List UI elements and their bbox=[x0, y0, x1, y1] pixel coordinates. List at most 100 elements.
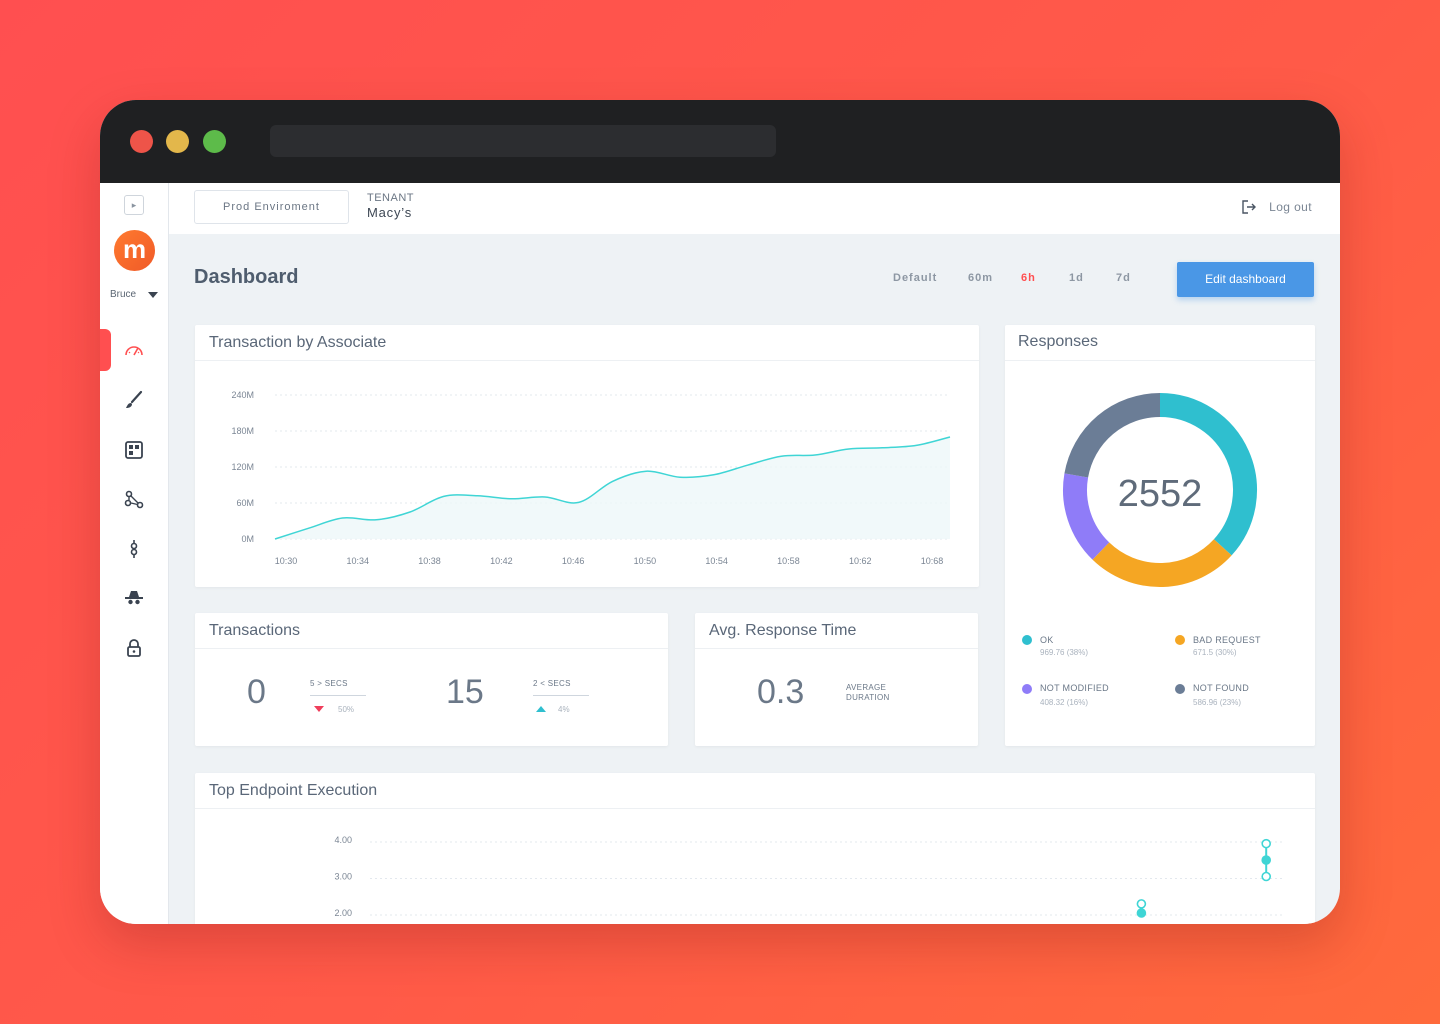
logout-link[interactable]: Log out bbox=[1269, 200, 1312, 214]
y-tick-label: 180M bbox=[231, 426, 254, 436]
donut-slice-not-found bbox=[1064, 393, 1161, 478]
logout-icon[interactable] bbox=[1240, 198, 1258, 216]
transactions-card: Transactions 0 5 > SECS 50% 15 2 < SECS … bbox=[195, 613, 668, 746]
trend-down-icon bbox=[314, 706, 324, 712]
divider bbox=[195, 808, 1315, 809]
x-tick-label: 10:62 bbox=[849, 556, 872, 566]
expand-sidebar-button[interactable]: ▸ bbox=[124, 195, 144, 215]
legend-bad-request-label: BAD REQUEST bbox=[1193, 635, 1261, 645]
range-1d[interactable]: 1d bbox=[1069, 272, 1084, 284]
y-tick-label: 3.00 bbox=[334, 872, 352, 882]
legend-not-modified-dot bbox=[1022, 684, 1032, 694]
sidebar-item-design[interactable] bbox=[122, 388, 146, 412]
divider bbox=[310, 695, 366, 696]
tenant-label: TENANT bbox=[367, 192, 414, 204]
sidebar-item-security[interactable] bbox=[122, 636, 146, 660]
avg-response-card: Avg. Response Time 0.3 AVERAGE DURATION bbox=[695, 613, 978, 746]
environment-selector[interactable]: Prod Enviroment bbox=[194, 190, 349, 224]
card-title: Top Endpoint Execution bbox=[209, 782, 378, 799]
y-tick-label: 60M bbox=[236, 498, 254, 508]
transactions-fast-value: 15 bbox=[446, 673, 484, 711]
data-point bbox=[1136, 899, 1147, 909]
avatar[interactable]: m bbox=[114, 230, 155, 271]
chevron-down-icon[interactable] bbox=[148, 292, 158, 298]
y-tick-label: 120M bbox=[231, 462, 254, 472]
data-point bbox=[1261, 855, 1271, 865]
series-line bbox=[274, 436, 951, 540]
maximize-window-button[interactable] bbox=[203, 130, 226, 153]
area-fill bbox=[275, 437, 950, 539]
transaction-line-chart: 240M 180M 120M 60M 0M 10:30 10:34 10:38 10:42 10:… bbox=[231, 390, 951, 566]
range-default[interactable]: Default bbox=[893, 272, 938, 284]
legend-ok-label: OK bbox=[1040, 635, 1054, 645]
divider bbox=[695, 648, 978, 649]
sidebar-item-dashboard[interactable] bbox=[122, 339, 146, 363]
close-window-button[interactable] bbox=[130, 130, 153, 153]
sliders-icon bbox=[130, 540, 138, 558]
responses-donut-chart bbox=[1063, 393, 1257, 587]
nodes-icon bbox=[124, 490, 144, 509]
page-title: Dashboard bbox=[194, 266, 299, 288]
lock-icon bbox=[127, 639, 141, 657]
x-tick-label: 10:54 bbox=[705, 556, 728, 566]
legend-not-modified-label: NOT MODIFIED bbox=[1040, 683, 1109, 693]
browser-window: ▸ m Bruce Prod Enviroment TENANT Ma bbox=[100, 100, 1340, 924]
legend-not-modified-value: 408.32 (16%) bbox=[1040, 698, 1089, 707]
divider bbox=[195, 360, 979, 361]
card-title: Transactions bbox=[209, 622, 300, 639]
avg-response-label-1: AVERAGE bbox=[846, 683, 887, 692]
top-bar: Prod Enviroment TENANT Macy’s Log out bbox=[169, 183, 1340, 234]
transaction-chart-card: Transaction by Associate 240M 180M 120M 60M… bbox=[195, 325, 979, 587]
legend-ok-value: 969.76 (38%) bbox=[1040, 648, 1089, 657]
card-title: Responses bbox=[1018, 333, 1099, 350]
divider bbox=[195, 648, 668, 649]
sidebar-item-widgets[interactable] bbox=[122, 438, 146, 462]
responses-total: 2552 bbox=[1117, 473, 1203, 515]
chevron-right-icon: ▸ bbox=[131, 200, 137, 210]
tenant-name[interactable]: Macy’s bbox=[367, 205, 413, 220]
edit-dashboard-button[interactable]: Edit dashboard bbox=[1177, 262, 1314, 297]
y-tick-label: 4.00 bbox=[334, 835, 352, 845]
legend-bad-request-dot bbox=[1175, 635, 1185, 645]
responses-card: Responses 2552 OK 969.76 (38%) BAD REQUE… bbox=[1005, 325, 1315, 746]
transactions-slow-pct: 50% bbox=[338, 705, 355, 714]
y-tick-label: 0M bbox=[241, 534, 254, 544]
address-bar[interactable] bbox=[270, 125, 776, 157]
divider bbox=[533, 695, 589, 696]
donut-slice-not-modified bbox=[1063, 473, 1110, 560]
card-title: Transaction by Associate bbox=[209, 334, 387, 351]
legend-ok-dot bbox=[1022, 635, 1032, 645]
x-tick-label: 10:34 bbox=[347, 556, 370, 566]
sidebar-item-tools[interactable] bbox=[122, 537, 146, 561]
divider bbox=[1005, 360, 1315, 361]
x-tick-label: 10:50 bbox=[634, 556, 657, 566]
x-tick-label: 10:30 bbox=[275, 556, 298, 566]
sidebar-item-incognito[interactable] bbox=[122, 586, 146, 610]
legend-bad-request-value: 671.5 (30%) bbox=[1193, 648, 1237, 657]
active-indicator bbox=[100, 329, 111, 371]
minimize-window-button[interactable] bbox=[166, 130, 189, 153]
legend-not-found-label: NOT FOUND bbox=[1193, 683, 1250, 693]
grid-icon bbox=[125, 441, 143, 459]
x-tick-label: 10:68 bbox=[921, 556, 944, 566]
brush-icon bbox=[126, 390, 143, 408]
data-point bbox=[1136, 908, 1147, 918]
legend-not-found-dot bbox=[1175, 684, 1185, 694]
x-tick-label: 10:38 bbox=[418, 556, 441, 566]
user-name[interactable]: Bruce bbox=[110, 289, 137, 300]
x-tick-label: 10:58 bbox=[777, 556, 800, 566]
x-tick-label: 10:42 bbox=[490, 556, 513, 566]
avg-response-value: 0.3 bbox=[757, 673, 805, 711]
y-tick-label: 2.00 bbox=[334, 908, 352, 918]
range-7d[interactable]: 7d bbox=[1116, 272, 1131, 284]
data-point bbox=[1261, 871, 1271, 882]
window-titlebar bbox=[100, 100, 1340, 183]
trend-up-icon bbox=[536, 706, 546, 712]
sidebar-item-workflow[interactable] bbox=[122, 487, 146, 511]
spy-icon bbox=[125, 591, 143, 605]
endpoint-card: Top Endpoint Execution 4.00 3.00 2.00 bbox=[195, 773, 1315, 924]
sidebar: ▸ m Bruce bbox=[100, 183, 169, 924]
range-6h[interactable]: 6h bbox=[1021, 272, 1036, 284]
avg-response-label-2: DURATION bbox=[846, 693, 890, 702]
range-60m[interactable]: 60m bbox=[968, 272, 994, 284]
